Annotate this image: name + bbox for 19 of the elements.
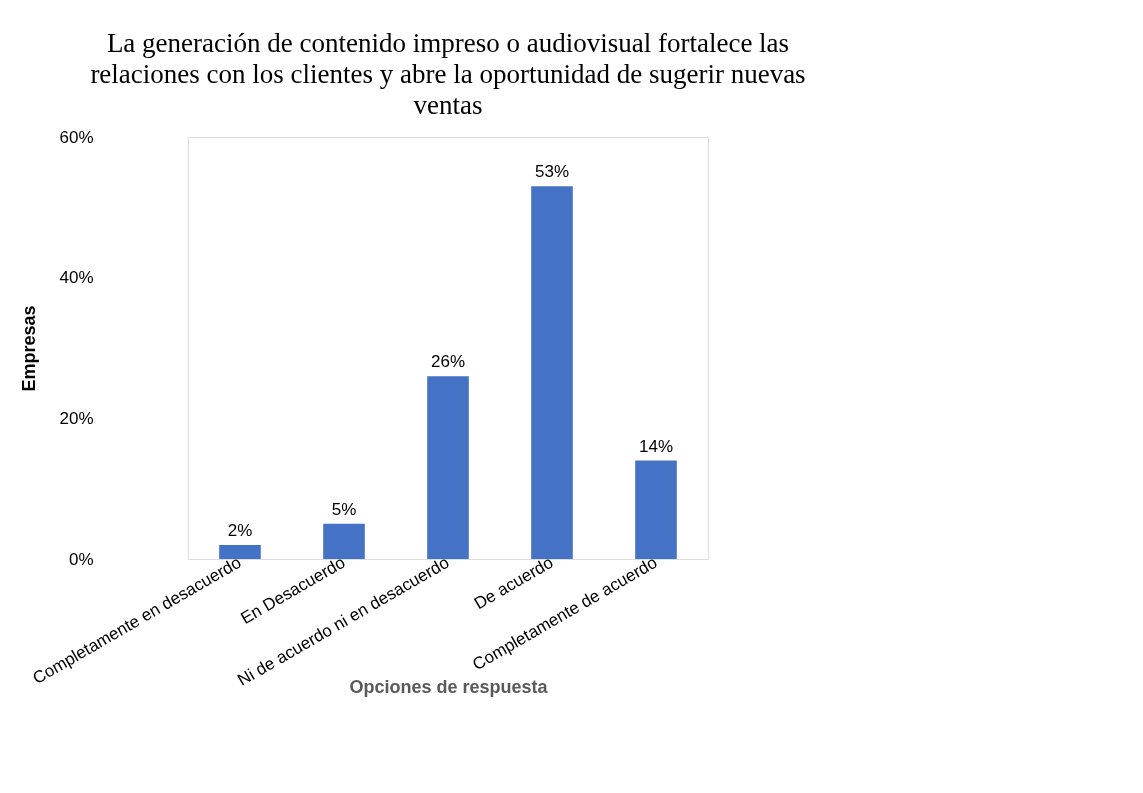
y-tick-label: 20% [59, 408, 94, 428]
data-label: 2% [227, 520, 253, 540]
x-axis-title: Opciones de respuesta [349, 676, 549, 697]
text: La generación de contenido impreso o audiovisual fortalece las [106, 28, 790, 58]
data-label: 14% [638, 436, 674, 456]
data-label: 53% [534, 162, 570, 182]
text: ventas [413, 90, 483, 120]
y-axis-title: Empresas [19, 305, 40, 392]
data-label: 26% [430, 352, 466, 372]
y-tick-label: 0% [68, 549, 94, 569]
y-tick-label: 60% [59, 127, 94, 147]
bar [635, 460, 677, 559]
bar [427, 376, 469, 559]
data-label: 5% [331, 499, 357, 519]
y-tick-label: 40% [59, 268, 94, 288]
bar [531, 186, 573, 559]
text: relaciones con los clientes y abre la oportunidad de sugerir nuevas [90, 59, 806, 89]
bar [219, 544, 261, 559]
bar [323, 523, 365, 559]
